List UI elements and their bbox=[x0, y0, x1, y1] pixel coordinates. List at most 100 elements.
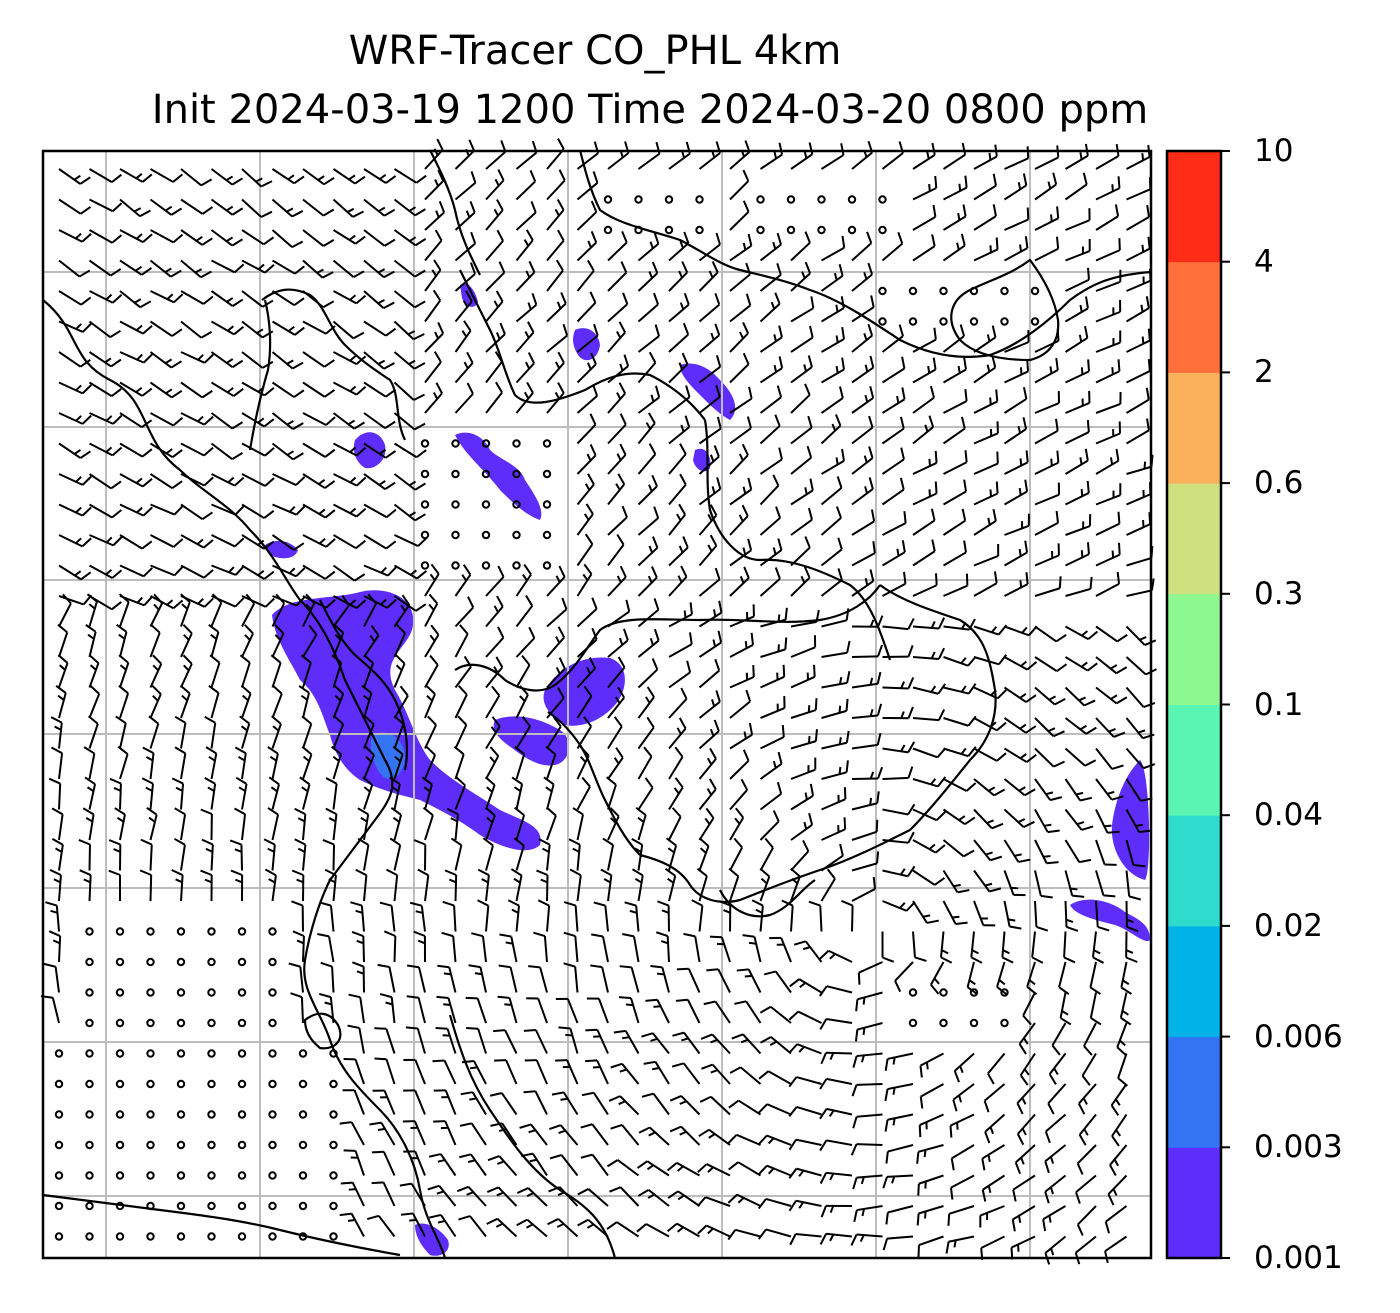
calm-circle bbox=[146, 1140, 155, 1150]
wind-barb bbox=[576, 291, 597, 323]
wind-barb bbox=[668, 231, 690, 262]
wind-barb bbox=[851, 766, 884, 780]
calm-circle bbox=[237, 1140, 247, 1150]
wind-barb bbox=[85, 624, 97, 658]
calm-circle bbox=[115, 957, 125, 967]
calm-circle bbox=[146, 1018, 155, 1028]
wind-barb bbox=[742, 934, 762, 963]
wind-barb bbox=[851, 295, 875, 323]
calm-circle bbox=[878, 195, 887, 204]
calm-circle bbox=[481, 500, 491, 509]
wind-barb bbox=[1034, 482, 1061, 506]
wind-barb bbox=[1064, 747, 1097, 767]
wind-barb bbox=[884, 1083, 914, 1102]
wind-barb bbox=[300, 654, 312, 688]
wind-barb bbox=[1003, 717, 1037, 734]
wind-barb bbox=[1004, 207, 1030, 231]
wind-barb bbox=[1034, 576, 1062, 597]
wind-barb bbox=[108, 839, 122, 871]
wind-barb bbox=[729, 664, 755, 689]
wind-barb bbox=[403, 1089, 426, 1115]
wind-barb bbox=[456, 1185, 487, 1207]
wind-barb bbox=[150, 534, 184, 548]
wind-barb bbox=[58, 564, 92, 581]
wind-barb bbox=[1095, 571, 1121, 597]
wind-barb bbox=[577, 1188, 609, 1207]
wind-barb bbox=[393, 290, 426, 309]
wind-barb bbox=[48, 930, 62, 963]
wind-barb bbox=[241, 290, 274, 308]
wind-barb bbox=[519, 1123, 548, 1146]
wind-barb bbox=[515, 200, 537, 231]
wind-barb bbox=[514, 745, 526, 780]
wind-barb bbox=[549, 1154, 579, 1177]
wind-barb bbox=[363, 503, 397, 519]
calm-circle bbox=[115, 1140, 125, 1150]
plot-title-line-1: WRF-Tracer CO_PHL 4km bbox=[348, 28, 842, 74]
wind-barb bbox=[119, 534, 153, 550]
wind-barb bbox=[58, 229, 92, 243]
wind-barb bbox=[1095, 448, 1120, 475]
calm-circle bbox=[1000, 988, 1009, 997]
wind-barb bbox=[180, 351, 214, 364]
wind-barb bbox=[332, 412, 365, 430]
wind-barb bbox=[607, 231, 628, 262]
wind-barb bbox=[984, 1113, 1006, 1144]
wind-barb bbox=[1089, 961, 1102, 995]
calm-circle bbox=[268, 988, 277, 997]
wind-barb bbox=[1076, 1205, 1097, 1236]
calm-circle bbox=[329, 1110, 338, 1119]
wind-barb bbox=[393, 381, 425, 401]
calm-circle bbox=[969, 286, 979, 296]
wind-barb bbox=[149, 442, 183, 459]
wind-barb bbox=[729, 321, 749, 353]
wind-barb bbox=[819, 1107, 853, 1120]
wind-barb bbox=[454, 685, 468, 719]
wind-barb bbox=[302, 198, 335, 217]
wind-barb bbox=[485, 229, 504, 262]
wind-barb bbox=[728, 1161, 762, 1177]
wind-barb bbox=[363, 654, 375, 688]
wind-barb bbox=[1014, 1144, 1036, 1175]
wind-barb bbox=[453, 745, 465, 780]
calm-circle bbox=[268, 1201, 277, 1211]
wind-barb bbox=[288, 962, 304, 993]
wind-barb bbox=[586, 997, 609, 1024]
wind-barb bbox=[333, 473, 367, 487]
wind-barb bbox=[665, 837, 678, 871]
wind-barb bbox=[781, 899, 794, 932]
wind-barb bbox=[607, 807, 620, 841]
wind-barb bbox=[1065, 390, 1091, 414]
wind-barb bbox=[851, 644, 884, 658]
wind-barb bbox=[1089, 992, 1102, 1026]
wind-barb bbox=[918, 1113, 944, 1138]
wind-barb bbox=[820, 843, 844, 872]
wind-barb bbox=[515, 293, 538, 323]
calm-circle bbox=[146, 927, 155, 936]
wind-barb bbox=[413, 839, 427, 871]
calm-circle bbox=[146, 957, 155, 967]
calm-circle bbox=[176, 1140, 186, 1150]
calm-circle bbox=[1030, 286, 1040, 296]
wind-barb bbox=[851, 355, 875, 384]
wind-barb bbox=[790, 664, 816, 689]
calm-circle bbox=[756, 225, 765, 235]
wind-barb bbox=[366, 1214, 396, 1238]
wind-barb bbox=[759, 751, 783, 780]
wind-barb bbox=[117, 745, 129, 780]
wind-barb bbox=[943, 683, 977, 695]
wind-barb bbox=[150, 564, 184, 577]
wind-barb bbox=[1034, 778, 1063, 802]
wind-barb bbox=[58, 593, 72, 627]
wind-barb bbox=[514, 806, 526, 841]
wind-barb bbox=[432, 1059, 457, 1085]
wind-barb bbox=[393, 503, 426, 522]
calm-circle bbox=[817, 225, 826, 235]
wind-barb bbox=[727, 1193, 761, 1207]
wind-barb bbox=[1095, 656, 1128, 675]
wind-barb bbox=[441, 931, 457, 963]
wind-barb bbox=[1034, 391, 1061, 414]
wind-barb bbox=[79, 869, 92, 902]
wind-barb bbox=[698, 323, 721, 353]
wind-barb bbox=[302, 381, 336, 398]
